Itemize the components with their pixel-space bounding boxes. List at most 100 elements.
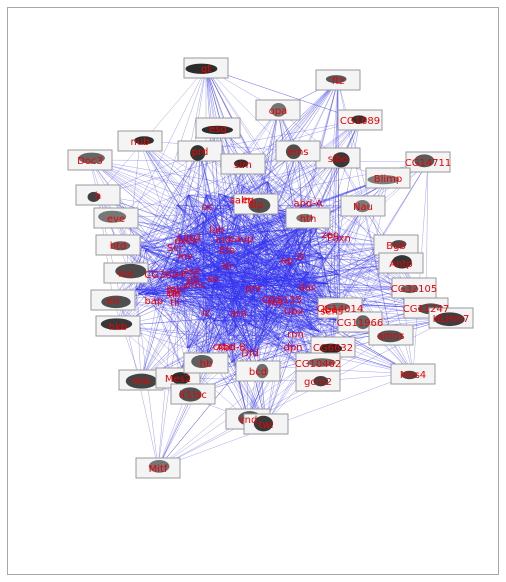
node-thumbnail [135, 457, 181, 479]
node-label[interactable]: croc [213, 342, 234, 353]
node-label[interactable]: eve [107, 214, 125, 225]
node-label[interactable]: CG5133 [262, 295, 302, 306]
edge [178, 235, 254, 352]
node-label[interactable]: hkb [109, 322, 127, 333]
node-label[interactable]: ind [216, 235, 231, 246]
node-label[interactable]: Nau [353, 202, 373, 213]
node-label[interactable]: CG10462 [295, 359, 342, 370]
node-label[interactable]: tin [168, 289, 181, 300]
node-label[interactable]: Ubx [284, 306, 304, 317]
node-label[interactable]: ems [287, 147, 308, 158]
node-label[interactable]: Doc3 [77, 156, 103, 167]
node-label[interactable]: ap [281, 255, 293, 266]
node-label[interactable]: Lim1 [178, 232, 202, 243]
node-label[interactable]: CG11966 [337, 318, 384, 329]
node-label[interactable]: Poxn [327, 234, 351, 245]
node-label[interactable]: oc [202, 202, 214, 213]
edge [176, 204, 266, 236]
node-label[interactable]: Blimp [374, 174, 403, 185]
edge [192, 277, 249, 420]
node-label[interactable]: twi [259, 420, 274, 431]
node-label[interactable]: ase [183, 266, 201, 277]
node-label[interactable]: bcd [249, 367, 267, 378]
node-label[interactable]: zen [321, 230, 339, 241]
node-label[interactable]: Ets [219, 246, 234, 257]
node-label[interactable]: abd-A [294, 199, 323, 210]
node-label[interactable]: en [107, 296, 120, 307]
node-label[interactable]: l(1)sc [179, 390, 207, 401]
node-label[interactable]: lab [209, 225, 224, 236]
node-label[interactable]: Antp [389, 259, 412, 270]
node-label[interactable]: inv [178, 251, 193, 262]
expression-pattern [134, 136, 154, 145]
expression-pattern [98, 210, 127, 223]
node-label[interactable]: mirr [166, 284, 187, 295]
node-label[interactable]: dac [298, 283, 316, 294]
edge [231, 282, 269, 363]
node-label[interactable]: Dfd [241, 349, 259, 360]
node-label[interactable]: Dll [166, 288, 179, 299]
node-label[interactable]: emc [185, 280, 206, 291]
node-label[interactable]: h [95, 191, 101, 202]
node-label[interactable]: sna [132, 376, 150, 387]
node-label[interactable]: esg [209, 124, 227, 135]
node-label[interactable]: vnd [239, 415, 258, 426]
node-label[interactable]: amos [377, 331, 404, 342]
node-label[interactable]: exex [174, 236, 198, 247]
node-label[interactable]: pb [186, 274, 199, 285]
node-label[interactable]: slp [249, 200, 263, 211]
node-label[interactable]: ey [242, 195, 254, 206]
node-label[interactable]: Mitf [149, 464, 168, 475]
edge [174, 301, 208, 356]
node-label[interactable]: btd [110, 241, 127, 252]
edge [172, 258, 269, 283]
node-label[interactable]: Mes4 [400, 370, 426, 381]
node-label[interactable]: CG11247 [403, 304, 450, 315]
node-label[interactable]: nub [130, 137, 149, 148]
node-thumbnail [235, 360, 281, 382]
node-label[interactable]: ara [230, 309, 246, 320]
node-label[interactable]: hth [300, 214, 317, 225]
node-label[interactable]: so [207, 274, 218, 285]
expression-pattern [253, 415, 274, 432]
node-label[interactable]: opa [269, 106, 288, 117]
node-label[interactable]: CG14711 [405, 158, 452, 169]
node-label[interactable]: Scr [167, 243, 184, 254]
edge [252, 226, 319, 352]
node-label[interactable]: CG6632 [313, 343, 353, 354]
node-label[interactable]: CG3694 [144, 270, 184, 281]
node-label[interactable]: tll [170, 298, 179, 309]
node-label[interactable]: ftz [332, 76, 345, 87]
node-label[interactable]: sim [234, 160, 252, 171]
node-label[interactable]: salm [230, 196, 254, 207]
edge [337, 157, 341, 309]
node-label[interactable]: caup [229, 234, 253, 245]
node-label[interactable]: gcm2 [304, 377, 332, 388]
node-label[interactable]: slbo [328, 154, 348, 165]
node-label[interactable]: lbe [322, 305, 337, 316]
node-label[interactable]: Abd-B [216, 342, 246, 353]
node-label[interactable]: HLHm7 [433, 314, 470, 325]
node-label[interactable]: kni [119, 269, 134, 280]
node-label[interactable]: D [297, 252, 305, 263]
node-label[interactable]: prd [192, 147, 209, 158]
node-label[interactable]: bap [144, 296, 163, 307]
node-label[interactable]: CG1689 [340, 116, 380, 127]
node-label[interactable]: dpn [283, 343, 302, 354]
node-label[interactable]: hb [200, 359, 213, 370]
node-label[interactable]: gt [201, 64, 211, 75]
expression-pattern [78, 152, 105, 164]
node-label[interactable]: sens [320, 307, 343, 318]
node-label[interactable]: Kr [222, 261, 234, 272]
edge [138, 287, 415, 295]
node-label[interactable]: toy [268, 297, 284, 308]
edge [192, 157, 339, 279]
node-label[interactable]: pnr [245, 284, 263, 295]
node-label[interactable]: CG14014 [317, 304, 364, 315]
node-label[interactable]: Mes2 [165, 374, 191, 385]
edge [187, 275, 286, 349]
node-label[interactable]: run [287, 330, 304, 341]
node-label[interactable]: Bgb [386, 241, 406, 252]
node-label[interactable]: lz [202, 308, 210, 319]
node-label[interactable]: CG32105 [391, 284, 438, 295]
